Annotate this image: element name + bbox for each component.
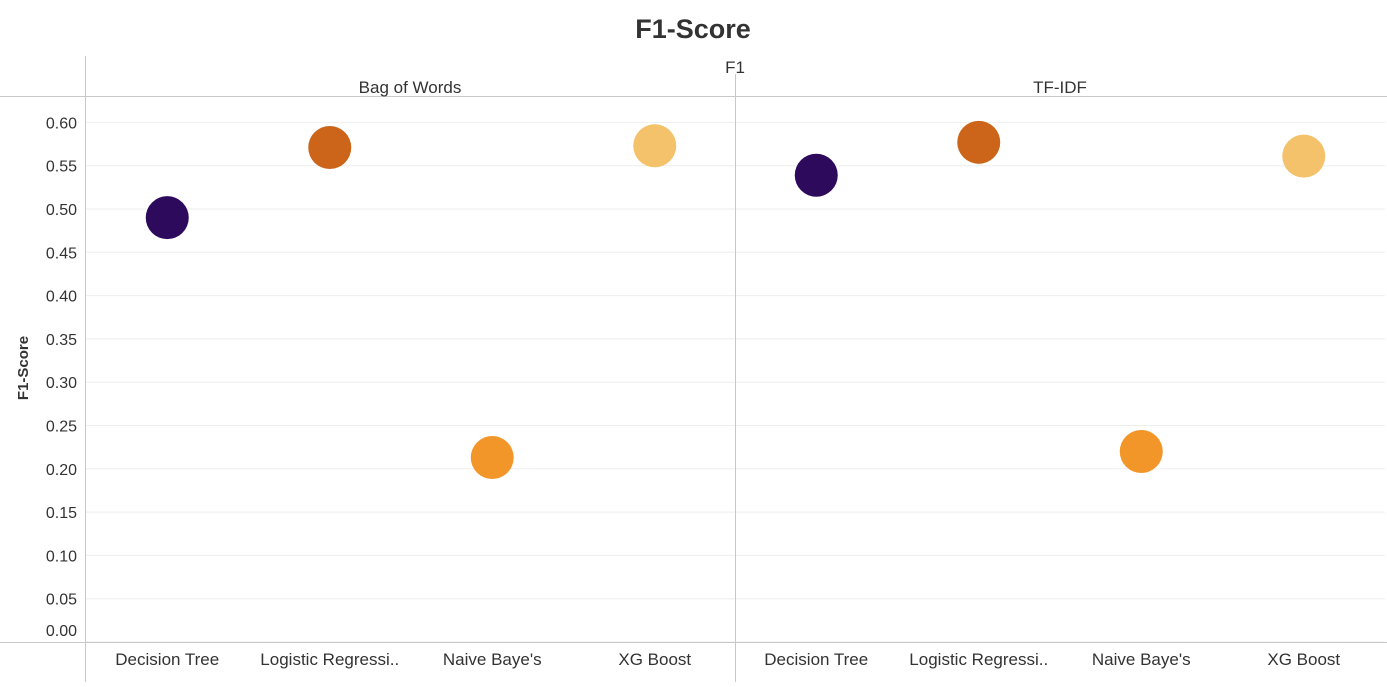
y-tick-label: 0.30	[46, 375, 77, 392]
x-category-label: Logistic Regressi..	[909, 650, 1048, 669]
data-point	[308, 126, 352, 170]
y-axis-label: F1-Score	[15, 336, 32, 400]
panel-header: TF-IDF	[1033, 78, 1087, 97]
x-category-label: XG Boost	[1267, 650, 1340, 669]
y-tick-label: 0.50	[46, 202, 77, 219]
data-point	[145, 196, 189, 240]
x-category-label: Naive Baye's	[443, 650, 542, 669]
x-category-label: XG Boost	[618, 650, 691, 669]
y-tick-label: 0.00	[46, 623, 77, 640]
y-tick-label: 0.55	[46, 159, 77, 176]
data-point	[470, 436, 514, 480]
data-point	[794, 153, 838, 197]
x-category-label: Decision Tree	[764, 650, 868, 669]
y-tick-label: 0.15	[46, 505, 77, 522]
data-point	[1119, 429, 1163, 473]
data-point	[957, 120, 1001, 164]
y-tick-label: 0.10	[46, 548, 77, 565]
y-tick-label: 0.45	[46, 245, 77, 262]
y-tick-label: 0.40	[46, 289, 77, 306]
data-point	[633, 124, 677, 168]
y-tick-label: 0.25	[46, 419, 77, 436]
x-category-label: Naive Baye's	[1092, 650, 1191, 669]
y-tick-label: 0.35	[46, 332, 77, 349]
y-tick-label: 0.05	[46, 592, 77, 609]
x-category-label: Logistic Regressi..	[260, 650, 399, 669]
x-category-label: Decision Tree	[115, 650, 219, 669]
y-tick-label: 0.60	[46, 115, 77, 132]
chart-title: F1-Score	[635, 14, 751, 44]
panel-header: Bag of Words	[359, 78, 462, 97]
column-header: F1	[725, 58, 745, 77]
data-point	[1282, 134, 1326, 178]
y-tick-label: 0.20	[46, 462, 77, 479]
